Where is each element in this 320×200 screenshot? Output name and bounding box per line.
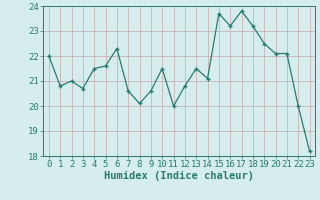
X-axis label: Humidex (Indice chaleur): Humidex (Indice chaleur)	[104, 171, 254, 181]
